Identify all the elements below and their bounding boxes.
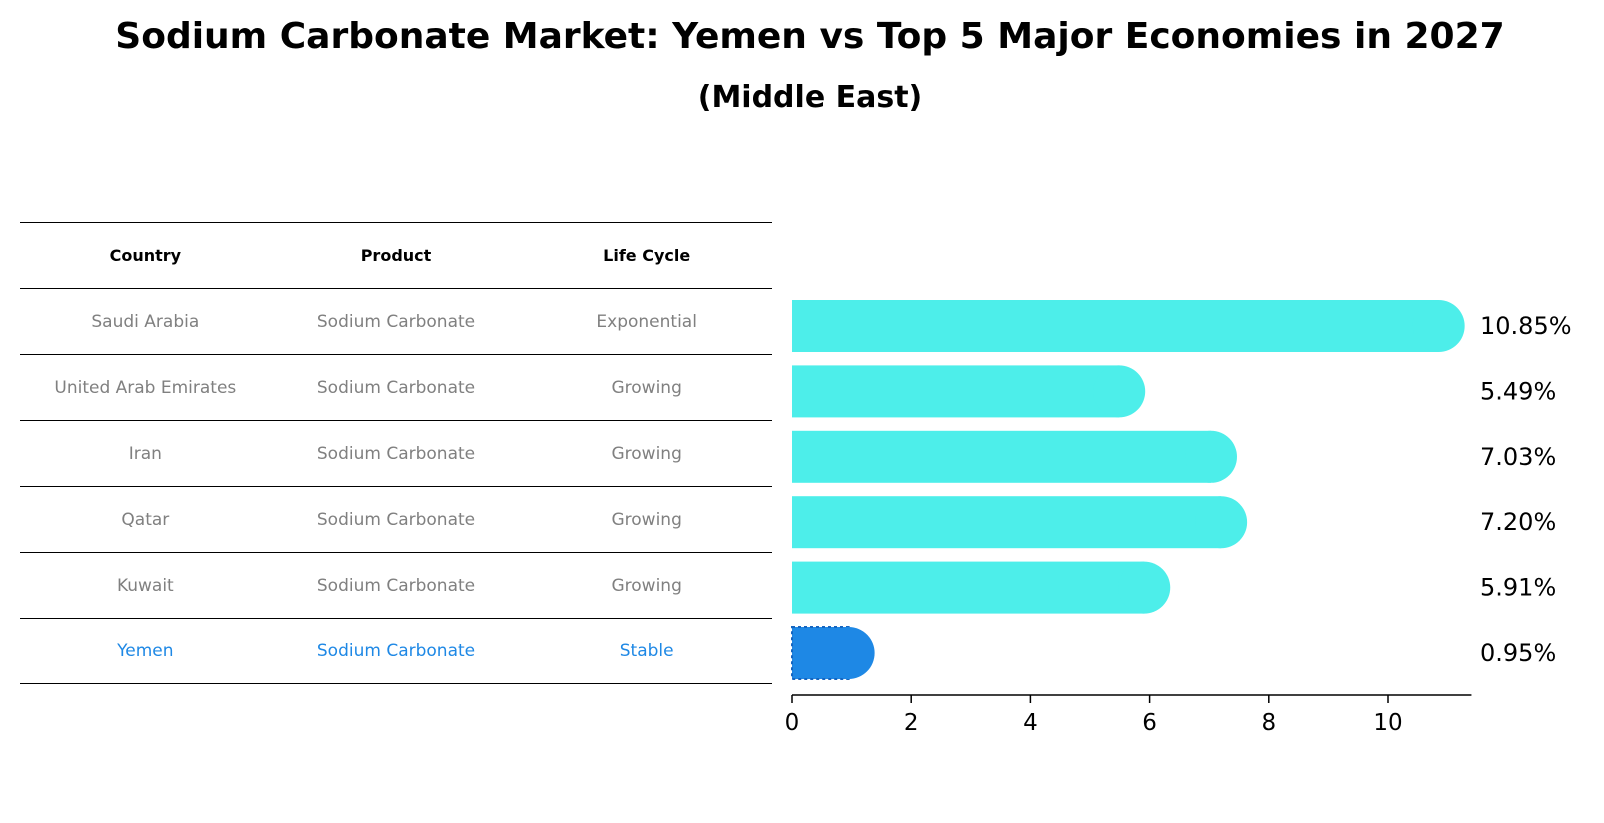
bar-cap (1093, 365, 1146, 418)
country-cell: Iran (128, 443, 162, 464)
x-axis: 0 2 4 6 8 10 (785, 694, 1472, 736)
bar (792, 300, 1465, 352)
data-table: Country Product Life Cycle Saudi Arabia … (20, 222, 772, 684)
header-life-cycle: Life Cycle (603, 246, 691, 265)
bar-group (791, 300, 1465, 680)
bar-cap (1412, 300, 1465, 352)
country-cell: United Arab Emirates (54, 377, 237, 398)
country-cell: Yemen (117, 641, 174, 661)
bar (792, 496, 1248, 549)
x-tick-label: 10 (1373, 710, 1402, 736)
x-tick-label: 2 (904, 710, 919, 736)
bar-cap (1184, 430, 1237, 483)
life-cycle-cell: Growing (611, 443, 682, 464)
country-cell: Kuwait (116, 575, 174, 596)
country-cell: Saudi Arabia (91, 311, 200, 332)
country-cell: Qatar (121, 509, 170, 530)
product-cell: Sodium Carbonate (316, 509, 476, 530)
life-cycle-cell: Growing (611, 377, 682, 398)
bar-cap (822, 627, 875, 679)
data-label: 5.91% (1480, 574, 1556, 602)
data-label: 5.49% (1480, 377, 1556, 405)
life-cycle-cell: Growing (611, 509, 682, 530)
bar-body (792, 561, 1145, 614)
product-cell: Sodium Carbonate (316, 311, 476, 332)
bar (792, 561, 1171, 614)
x-tick-label: 6 (1142, 710, 1157, 736)
bar-cap (1118, 561, 1171, 614)
data-label: 7.03% (1480, 443, 1556, 471)
x-tick-label: 0 (785, 710, 800, 736)
life-cycle-cell: Growing (611, 575, 682, 596)
product-cell: Sodium Carbonate (316, 575, 476, 596)
bar-body (792, 496, 1222, 549)
bar-body (792, 430, 1211, 483)
data-label: 0.95% (1480, 639, 1556, 667)
table-row-highlight: Yemen Sodium Carbonate Stable (20, 618, 772, 684)
x-tick-label: 4 (1023, 710, 1038, 736)
data-label: 10.85% (1480, 312, 1572, 340)
x-tick-label: 8 (1261, 710, 1276, 736)
product-cell: Sodium Carbonate (316, 641, 476, 661)
bar (792, 430, 1237, 483)
life-cycle-cell: Stable (619, 641, 674, 661)
table-row: Qatar Sodium Carbonate Growing (20, 486, 772, 552)
bar-body (792, 300, 1439, 352)
table-row: Kuwait Sodium Carbonate Growing (20, 552, 772, 618)
product-cell: Sodium Carbonate (316, 377, 476, 398)
product-cell: Sodium Carbonate (316, 443, 476, 464)
bar (792, 365, 1146, 418)
table-row: United Arab Emirates Sodium Carbonate Gr… (20, 354, 772, 420)
table-row: Iran Sodium Carbonate Growing (20, 420, 772, 486)
table-row: Saudi Arabia Sodium Carbonate Exponentia… (20, 288, 772, 354)
bar-highlight (791, 626, 875, 680)
life-cycle-cell: Exponential (596, 311, 697, 332)
bar-body (792, 365, 1120, 418)
header-country: Country (109, 246, 182, 265)
chart-subtitle: (Middle East) (697, 80, 923, 115)
bar-cap (1195, 496, 1248, 549)
chart-title: Sodium Carbonate Market: Yemen vs Top 5 … (115, 16, 1505, 57)
table-header-row: Country Product Life Cycle (20, 222, 772, 288)
data-label-group: 10.85% 5.49% 7.03% 7.20% 5.91% 0.95% (1480, 312, 1572, 667)
data-label: 7.20% (1480, 508, 1556, 536)
header-product: Product (360, 246, 432, 265)
